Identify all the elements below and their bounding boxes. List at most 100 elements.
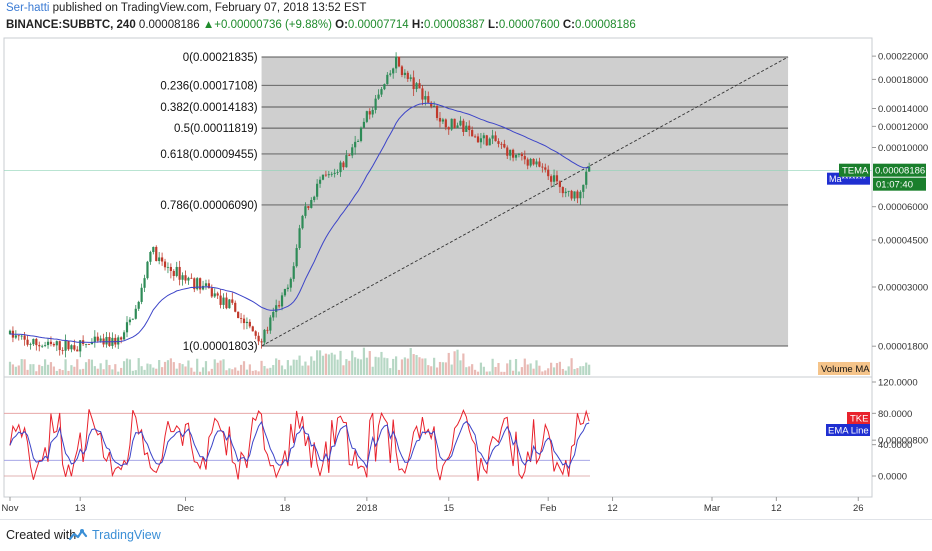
candle-body	[155, 246, 158, 262]
candle-body	[210, 288, 213, 297]
candle-body	[491, 135, 494, 139]
candle-body	[368, 111, 371, 115]
time-axis-label: 13	[75, 503, 86, 514]
candle-body	[29, 344, 32, 345]
volume-bar	[316, 350, 319, 375]
fib-level-label: 0.382(0.00014183)	[160, 102, 257, 114]
volume-bar	[278, 359, 281, 375]
candle-body	[582, 184, 585, 192]
oscillator-pane[interactable]	[3, 376, 873, 498]
volume-bar	[163, 361, 167, 375]
candle-body	[397, 56, 401, 67]
volume-bar	[485, 371, 488, 375]
candle-body	[216, 293, 219, 296]
volume-bar	[339, 350, 342, 375]
price-axis-label: 0.00014000	[878, 104, 928, 115]
candle-body	[193, 278, 196, 290]
chart-canvas[interactable]: 0(0.00021835) 0.236(0.00017108) 0.382(0.00…	[0, 0, 932, 518]
volume-bar	[61, 370, 64, 375]
volume-bar	[345, 359, 348, 375]
volume-bar	[131, 370, 134, 375]
volume-bar	[120, 367, 123, 375]
candle-body	[561, 187, 564, 194]
candle-body	[444, 119, 447, 128]
ema-line-legend-badge	[826, 424, 870, 436]
candle-body	[307, 206, 310, 208]
volume-bar	[295, 359, 298, 375]
volume-ma-badge	[818, 362, 870, 375]
candle-body	[345, 155, 348, 168]
volume-bar	[389, 368, 392, 375]
candle-body	[459, 120, 462, 126]
volume-bar	[418, 357, 421, 375]
candle-body	[441, 119, 444, 122]
volume-bar	[125, 358, 129, 375]
volume-bar	[529, 363, 532, 375]
candle-body	[58, 341, 61, 351]
volume-bar	[55, 370, 58, 375]
volume-bar	[26, 369, 29, 375]
candle-body	[377, 94, 380, 99]
candle-body	[187, 277, 190, 281]
candle-body	[242, 318, 246, 324]
candle-body	[17, 335, 20, 337]
volume-bar	[427, 365, 430, 375]
candle-body	[327, 174, 330, 176]
ema-line-legend-label: EMA Line	[828, 426, 869, 437]
fib-level-label: 0.5(0.00011819)	[174, 123, 258, 135]
candle-body	[383, 84, 386, 90]
volume-bar	[187, 360, 190, 375]
volume-bar	[462, 353, 465, 375]
candle-body	[354, 141, 357, 148]
candle-body	[514, 154, 518, 158]
candle-body	[204, 283, 208, 286]
author-link[interactable]: Ser-hatti	[6, 2, 50, 14]
candle-body	[286, 287, 289, 289]
candle-body	[289, 278, 292, 288]
trendline[interactable]	[261, 56, 789, 347]
volume-ma-label: Volume MA	[821, 364, 870, 375]
last-price-label: 0.00008186	[875, 166, 925, 177]
candle-body	[99, 338, 102, 341]
volume-bar	[435, 367, 439, 375]
volume-bar	[231, 369, 234, 375]
price-axis-label: 0.00006000	[878, 202, 928, 213]
volume-bar	[397, 369, 401, 375]
volume-bar	[108, 365, 111, 375]
tradingview-brand-link[interactable]: TradingView	[92, 528, 161, 542]
candle-body	[512, 149, 515, 158]
volume-bar	[374, 356, 377, 375]
candle-body	[257, 335, 260, 342]
volume-bar	[105, 359, 108, 375]
volume-bar	[433, 357, 436, 375]
volume-bar	[342, 365, 345, 375]
candle-body	[114, 337, 117, 345]
candle-body	[146, 261, 149, 279]
candle-body	[190, 277, 193, 279]
candle-body	[330, 173, 333, 175]
candle-body	[207, 283, 210, 289]
candle-body	[541, 166, 544, 168]
candle-body	[588, 166, 591, 172]
time-axis-label: Dec	[177, 503, 194, 514]
candle-body	[544, 167, 547, 170]
volume-bar	[275, 358, 278, 375]
candle-body	[199, 278, 202, 290]
volume-bar	[263, 366, 266, 375]
price-axis-label: 0.00000800	[878, 436, 928, 447]
candle-body	[301, 215, 304, 229]
oscillator-axis-label: 40.0000	[878, 440, 912, 451]
volume-bar	[17, 365, 20, 375]
candle-body	[570, 190, 573, 199]
volume-bar	[450, 364, 453, 375]
volume-bar	[269, 367, 272, 375]
candle-body	[447, 127, 450, 130]
volume-bar	[517, 371, 521, 375]
candle-body	[406, 72, 409, 79]
volume-bar	[324, 353, 327, 375]
moving-average-line	[9, 102, 590, 343]
volume-bar	[561, 368, 564, 375]
fib-level-label: 0.236(0.00017108)	[160, 80, 257, 92]
candle-body	[573, 191, 576, 199]
volume-bar	[441, 362, 444, 375]
